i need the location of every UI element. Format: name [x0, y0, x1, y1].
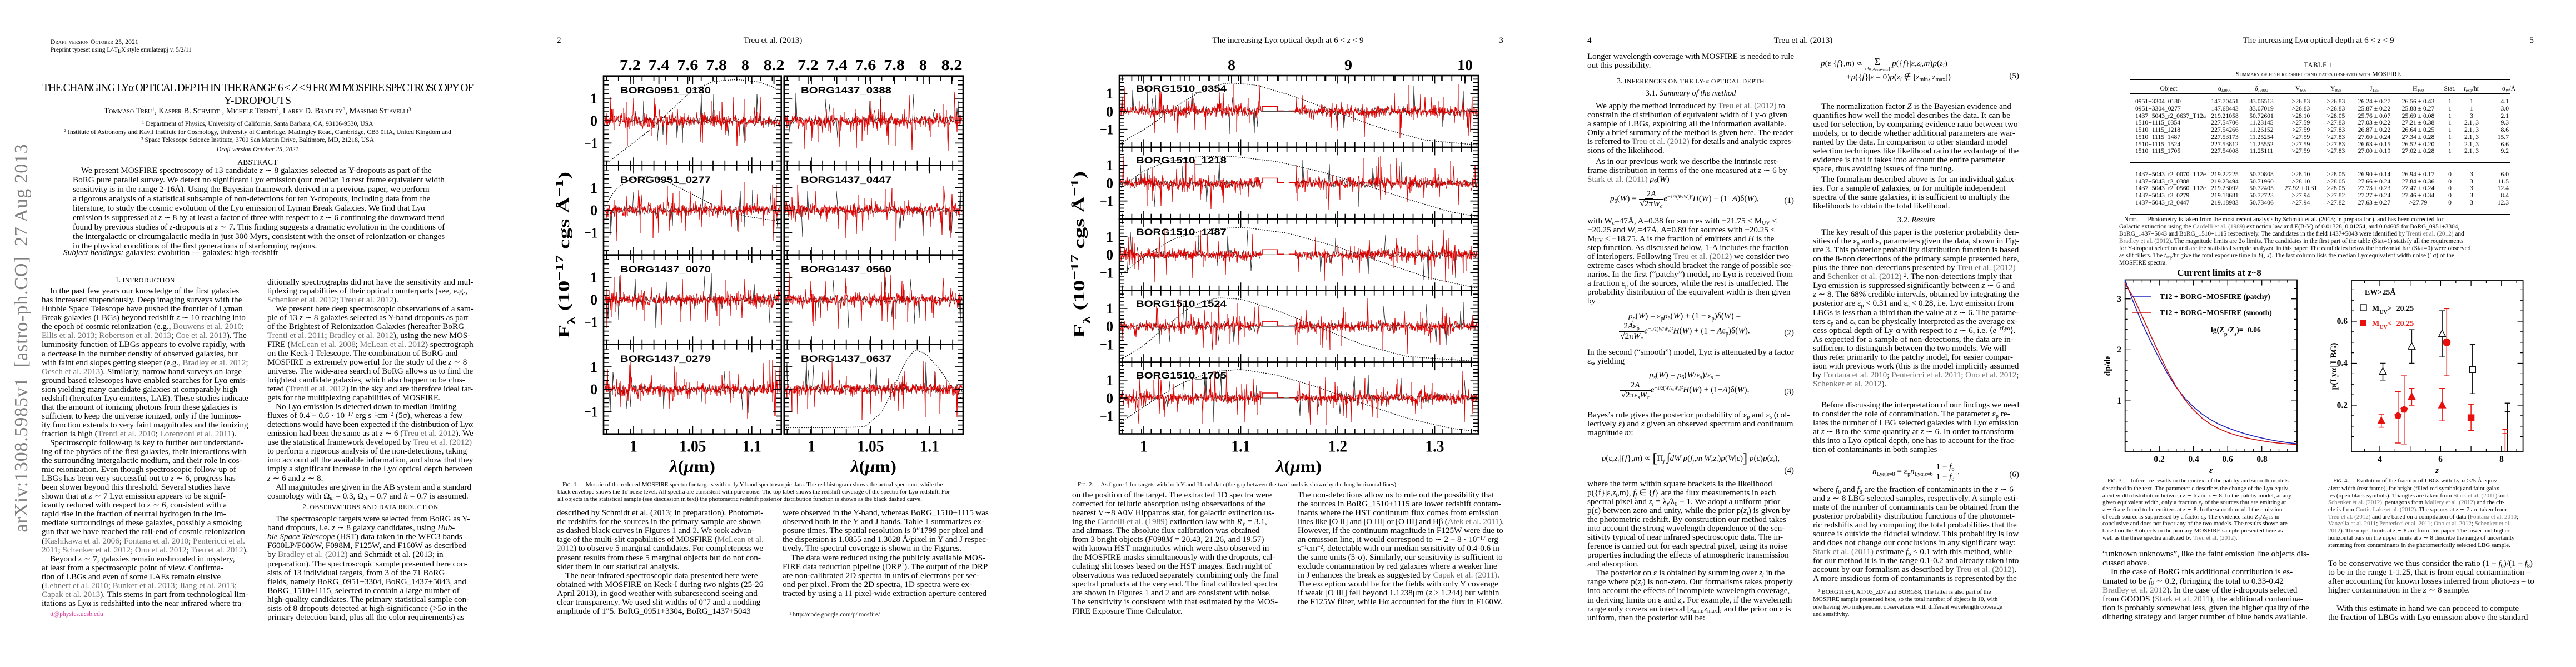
svg-text:BORG1510_1487: BORG1510_1487: [1136, 227, 1227, 237]
svg-text:0: 0: [1106, 247, 1113, 263]
svg-text:0: 0: [1106, 390, 1113, 406]
svg-text:Current limits at z~8: Current limits at z~8: [2177, 267, 2261, 278]
svg-text:λ(μm): λ(μm): [669, 457, 715, 476]
svg-text:8: 8: [2499, 455, 2504, 464]
svg-text:0: 0: [590, 381, 597, 397]
svg-text:ε: ε: [2209, 466, 2213, 475]
svg-text:0.6: 0.6: [2337, 317, 2348, 326]
svg-text:−1: −1: [584, 135, 597, 151]
svg-text:7.6: 7.6: [855, 57, 876, 73]
svg-text:0.4: 0.4: [2188, 455, 2199, 464]
svg-text:6: 6: [2438, 455, 2443, 464]
svg-text:1: 1: [1140, 437, 1148, 456]
svg-text:8.2: 8.2: [941, 57, 963, 73]
svg-text:3: 3: [2117, 295, 2121, 304]
svg-text:EW>25Å: EW>25Å: [2365, 288, 2396, 297]
svg-text:0.6: 0.6: [2222, 455, 2233, 464]
svg-text:BORG1437_0070: BORG1437_0070: [620, 265, 711, 275]
svg-text:λ(μm): λ(μm): [850, 457, 896, 476]
svg-text:0.4: 0.4: [2337, 359, 2348, 368]
svg-text:1: 1: [2117, 396, 2121, 406]
svg-text:1: 1: [1106, 86, 1113, 102]
svg-text:0.2: 0.2: [2337, 401, 2348, 410]
svg-text:1.1: 1.1: [920, 437, 939, 456]
svg-text:BORG1437_0560: BORG1437_0560: [801, 265, 891, 275]
svg-text:BORG1510_1705: BORG1510_1705: [1136, 371, 1227, 381]
svg-text:−1: −1: [584, 404, 597, 420]
svg-text:8: 8: [741, 57, 749, 73]
svg-text:7.4: 7.4: [649, 57, 670, 73]
svg-text:−1: −1: [1100, 336, 1113, 352]
svg-text:1: 1: [590, 270, 597, 286]
svg-text:1: 1: [630, 437, 637, 456]
svg-text:1: 1: [808, 437, 815, 456]
svg-text:0: 0: [1106, 175, 1113, 191]
svg-text:MUV>−20.25: MUV>−20.25: [2372, 305, 2414, 316]
svg-text:0: 0: [590, 292, 597, 308]
svg-text:−1: −1: [584, 315, 597, 331]
svg-text:BORG1437_0447: BORG1437_0447: [801, 175, 891, 185]
svg-text:1: 1: [590, 180, 597, 196]
svg-text:0: 0: [590, 202, 597, 218]
svg-text:1.05: 1.05: [679, 437, 706, 456]
svg-text:BORG1510_1218: BORG1510_1218: [1136, 156, 1227, 166]
svg-text:T12 + BORG−MOSFIRE (smooth): T12 + BORG−MOSFIRE (smooth): [2160, 308, 2272, 317]
svg-text:1: 1: [1106, 157, 1113, 173]
svg-text:−1: −1: [1100, 193, 1113, 210]
svg-text:9: 9: [1344, 57, 1352, 73]
svg-text:z: z: [2435, 466, 2439, 475]
svg-text:7.8: 7.8: [706, 57, 727, 73]
svg-text:MUV<−20.25: MUV<−20.25: [2372, 320, 2414, 331]
svg-text:0: 0: [590, 113, 597, 129]
svg-text:BORG0951_0180: BORG0951_0180: [620, 86, 711, 96]
svg-text:1: 1: [1106, 372, 1113, 389]
svg-text:T12 + BORG−MOSFIRE (patchy): T12 + BORG−MOSFIRE (patchy): [2160, 292, 2270, 301]
svg-text:7.6: 7.6: [677, 57, 698, 73]
svg-text:1: 1: [1106, 301, 1113, 317]
svg-text:1: 1: [1106, 229, 1113, 245]
svg-text:1.1: 1.1: [1232, 437, 1250, 456]
svg-text:10: 10: [1457, 57, 1473, 73]
svg-text:8: 8: [919, 57, 927, 73]
svg-text:1.05: 1.05: [857, 437, 884, 456]
svg-text:7.4: 7.4: [826, 57, 848, 73]
svg-text:2: 2: [2117, 345, 2121, 355]
svg-text:7.8: 7.8: [884, 57, 905, 73]
svg-text:−1: −1: [1100, 408, 1113, 424]
svg-text:BORG1437_0279: BORG1437_0279: [620, 354, 711, 364]
svg-text:7.2: 7.2: [798, 57, 819, 73]
svg-text:BORG1437_0637: BORG1437_0637: [801, 354, 891, 364]
svg-text:BORG1510_1524: BORG1510_1524: [1136, 299, 1227, 309]
svg-text:Fλ (10−17 cgs Å−1): Fλ (10−17 cgs Å−1): [554, 172, 578, 339]
svg-text:p(Lyα| LBG): p(Lyα| LBG): [2329, 343, 2339, 390]
svg-text:1.2: 1.2: [1328, 437, 1347, 456]
svg-text:7.2: 7.2: [620, 57, 641, 73]
svg-text:0.8: 0.8: [2256, 455, 2268, 464]
svg-text:λ(μm): λ(μm): [1275, 457, 1322, 476]
svg-text:−1: −1: [1100, 265, 1113, 281]
svg-text:0: 0: [1106, 103, 1113, 120]
svg-text:dp/dε: dp/dε: [2103, 355, 2112, 376]
svg-text:8.2: 8.2: [764, 57, 785, 73]
svg-text:BORG1510_0354: BORG1510_0354: [1136, 84, 1227, 94]
svg-text:Fλ (10−17 cgs Å−1): Fλ (10−17 cgs Å−1): [1069, 171, 1093, 338]
svg-text:1.1: 1.1: [743, 437, 761, 456]
svg-text:1: 1: [590, 359, 597, 375]
svg-text:−1: −1: [1100, 122, 1113, 138]
svg-text:1: 1: [590, 91, 597, 107]
svg-text:BORG0951_0277: BORG0951_0277: [620, 175, 711, 185]
svg-text:−1: −1: [584, 225, 597, 241]
svg-text:8: 8: [1228, 57, 1235, 73]
svg-text:BORG1437_0388: BORG1437_0388: [801, 86, 891, 96]
svg-text:0: 0: [1106, 318, 1113, 335]
svg-text:1.3: 1.3: [1426, 437, 1444, 456]
svg-text:4: 4: [2378, 455, 2382, 464]
svg-text:0.2: 0.2: [2154, 455, 2165, 464]
